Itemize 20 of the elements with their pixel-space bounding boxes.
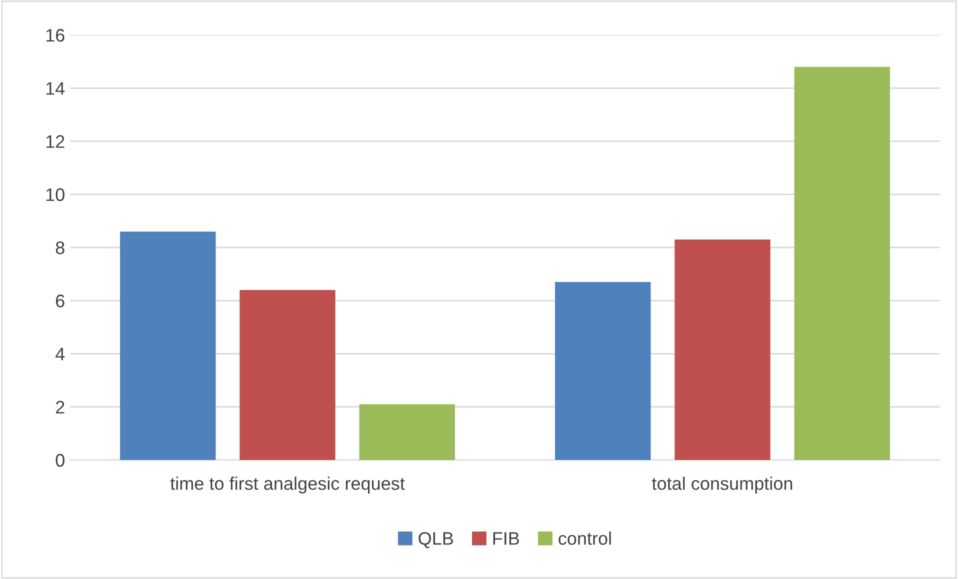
bar xyxy=(674,240,770,460)
y-tick-label: 2 xyxy=(56,400,64,414)
y-tick-label: 10 xyxy=(46,188,64,202)
bar xyxy=(555,282,651,460)
legend-label: FIB xyxy=(493,532,519,545)
y-tick-label: 16 xyxy=(46,28,64,42)
y-tick-label: 8 xyxy=(56,241,64,254)
bar xyxy=(120,232,216,460)
y-tick-label: 0 xyxy=(56,454,64,467)
legend-label: control xyxy=(558,532,611,545)
x-tick-label: total consumption xyxy=(652,476,792,494)
y-tick-label: 12 xyxy=(46,135,64,148)
bar xyxy=(240,290,336,460)
y-tick-label: 14 xyxy=(46,82,65,95)
legend-label: QLB xyxy=(418,532,453,548)
y-tick-label: 6 xyxy=(56,294,64,308)
x-tick-label: time to first analgesic request xyxy=(170,476,405,494)
bar xyxy=(359,404,455,460)
bar xyxy=(794,66,890,460)
y-tick-label: 4 xyxy=(56,348,65,360)
